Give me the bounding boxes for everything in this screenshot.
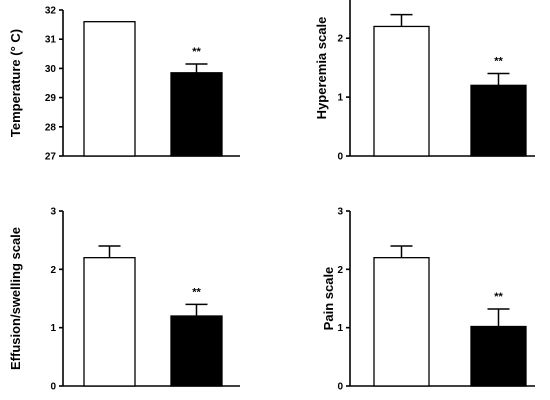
significance-marker: **: [494, 56, 503, 68]
y-axis-label: Pain scale: [321, 267, 336, 331]
significance-marker: **: [192, 286, 201, 298]
y-tick-label: 27: [45, 152, 57, 163]
y-axis-label: Temperature (° C): [8, 29, 23, 137]
y-tick-label: 31: [45, 35, 57, 46]
chart-panel-2: Hyperemia scale 0 1 2 **: [314, 0, 535, 163]
y-tick-label: 32: [45, 6, 57, 17]
y-axis-label: Effusion/swelling scale: [8, 227, 23, 370]
bar-treatment: [470, 84, 527, 157]
y-tick-label: 3: [337, 207, 343, 218]
y-tick-label: 0: [337, 152, 343, 163]
bar-control: [83, 21, 136, 157]
bar-treatment: [170, 72, 223, 157]
bar-control: [373, 257, 430, 387]
y-tick-label: 1: [337, 93, 343, 104]
y-tick-label: 2: [337, 34, 343, 45]
y-tick-label: 2: [337, 265, 343, 276]
chart-panel-3: Effusion/swelling scale 0 1 2 3 **: [8, 207, 240, 393]
chart-panel-1: Temperature (° C) 27 28 29 30 31 32 **: [8, 6, 240, 163]
y-tick-label: 0: [337, 382, 343, 393]
y-tick-label: 30: [45, 64, 57, 75]
y-tick-label: 3: [50, 207, 56, 218]
significance-marker: **: [192, 46, 201, 58]
y-tick-label: 28: [45, 122, 57, 133]
y-tick-label: 1: [50, 323, 56, 334]
y-axis-label: Hyperemia scale: [314, 17, 329, 120]
bar-control: [83, 257, 136, 387]
chart-panel-4: Pain scale 0 1 2 3 **: [321, 207, 535, 393]
bar-treatment: [470, 325, 527, 387]
bar-control: [373, 25, 430, 157]
y-tick-label: 29: [45, 93, 57, 104]
significance-marker: **: [494, 291, 503, 303]
y-tick-label: 1: [337, 323, 343, 334]
y-tick-label: 2: [50, 265, 56, 276]
bar-treatment: [170, 315, 223, 387]
y-tick-label: 0: [50, 382, 56, 393]
